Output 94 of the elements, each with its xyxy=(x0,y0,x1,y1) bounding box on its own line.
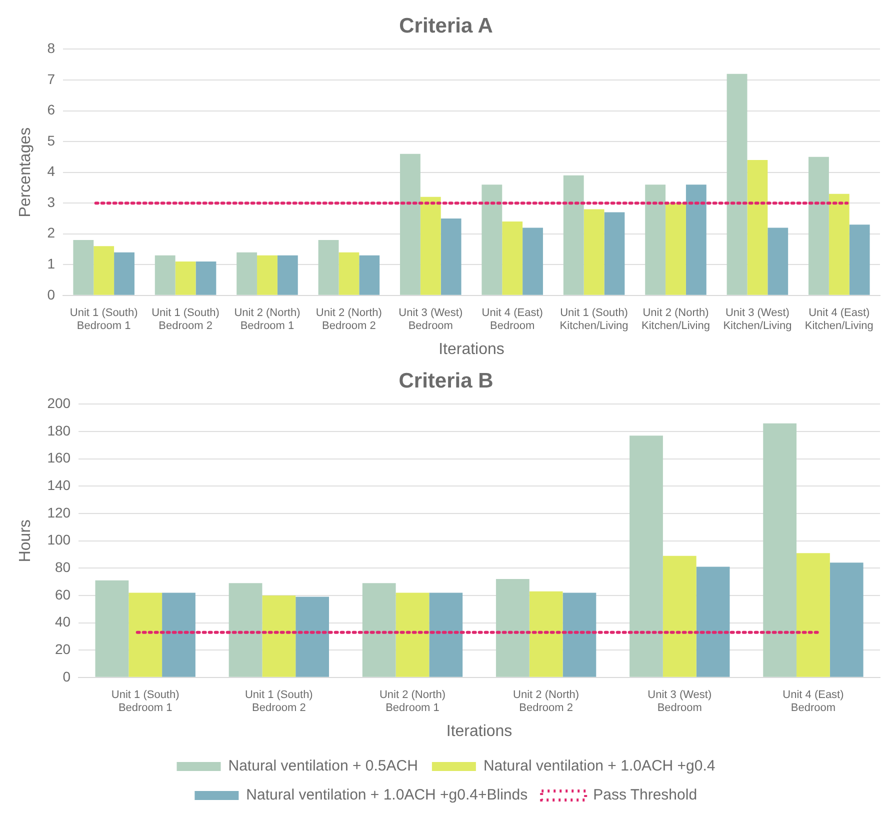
bar xyxy=(696,566,730,677)
bar xyxy=(763,423,797,677)
bar xyxy=(562,592,596,677)
bar xyxy=(175,262,196,295)
bar xyxy=(645,184,666,295)
x-tick-label: Unit 2 (North) Bedroom 1 xyxy=(379,689,446,714)
x-axis-title: Iterations xyxy=(446,722,512,740)
y-tick-label: 3 xyxy=(47,194,56,210)
x-tick-label: Unit 2 (North) Kitchen/Living xyxy=(641,307,710,332)
y-tick-label: 180 xyxy=(47,422,71,438)
bar xyxy=(338,252,360,295)
y-tick-label: 1 xyxy=(47,255,56,272)
bar xyxy=(849,224,870,295)
y-axis-title: Percentages xyxy=(17,127,34,218)
bar xyxy=(502,222,523,295)
bar xyxy=(496,579,530,677)
bar xyxy=(94,246,114,295)
bar xyxy=(726,74,748,295)
bar xyxy=(396,592,430,677)
x-tick-label: Unit 4 (East) Bedroom xyxy=(782,689,844,714)
x-axis-title: Iterations xyxy=(438,340,504,358)
bar xyxy=(114,252,134,295)
x-tick-label: Unit 2 (North) Bedroom 1 xyxy=(234,307,300,332)
bar xyxy=(73,240,94,295)
chart-title: Criteria A xyxy=(399,14,493,38)
bar xyxy=(362,583,396,677)
y-tick-label: 140 xyxy=(47,477,71,494)
bar xyxy=(228,583,262,677)
bar xyxy=(318,240,339,295)
bar xyxy=(429,592,463,677)
x-tick-label: Unit 1 (South) Kitchen/Living xyxy=(560,307,628,332)
legend-label: Natural ventilation + 0.5ACH xyxy=(228,758,418,775)
y-tick-label: 4 xyxy=(47,163,56,180)
bar xyxy=(529,591,563,677)
legend-label: Natural ventilation + 1.0ACH +g0.4 xyxy=(483,758,716,775)
bar xyxy=(482,184,502,295)
bar xyxy=(296,596,330,677)
x-tick-label: Unit 1 (South) Bedroom 2 xyxy=(244,689,313,714)
y-tick-label: 8 xyxy=(47,40,56,56)
y-tick-label: 2 xyxy=(47,224,56,241)
chart-title: Criteria B xyxy=(398,369,494,392)
bar xyxy=(747,160,768,295)
bar xyxy=(522,228,543,295)
y-tick-label: 0 xyxy=(62,668,71,684)
bar xyxy=(95,580,129,677)
y-tick-label: 7 xyxy=(47,70,56,87)
x-tick-label: Unit 3 (West) Kitchen/Living xyxy=(723,307,792,332)
y-tick-label: 200 xyxy=(47,395,71,412)
y-axis-title: Hours xyxy=(17,519,34,562)
bar xyxy=(666,203,686,295)
y-tick-label: 160 xyxy=(47,450,71,466)
bar xyxy=(277,255,298,295)
y-tick-label: 0 xyxy=(47,286,56,302)
x-tick-label: Unit 1 (South) Bedroom 1 xyxy=(111,689,180,714)
y-tick-label: 40 xyxy=(54,614,71,630)
bar xyxy=(584,209,604,295)
bar xyxy=(440,218,462,295)
y-tick-label: 5 xyxy=(47,132,56,148)
bar xyxy=(162,592,196,677)
y-tick-label: 100 xyxy=(47,532,71,548)
x-tick-label: Unit 4 (East) Kitchen/Living xyxy=(804,307,874,332)
bar xyxy=(828,194,850,295)
bar xyxy=(686,184,706,295)
bar xyxy=(796,553,830,677)
x-tick-label: Unit 3 (West) Bedroom xyxy=(648,689,712,714)
bar xyxy=(196,262,216,295)
y-tick-label: 120 xyxy=(47,504,71,520)
bar xyxy=(830,562,864,677)
x-tick-label: Unit 4 (East) Bedroom xyxy=(482,307,543,332)
bar xyxy=(420,196,441,295)
x-tick-label: Unit 3 (West) Bedroom xyxy=(398,307,463,332)
x-tick-label: Unit 1 (South) Bedroom 1 xyxy=(70,307,138,332)
bar xyxy=(154,255,176,295)
bar xyxy=(359,255,380,295)
x-tick-label: Unit 2 (North) Bedroom 2 xyxy=(316,307,382,332)
bar xyxy=(262,595,296,677)
legend-label: Pass Threshold xyxy=(593,786,698,804)
x-tick-label: Unit 2 (North) Bedroom 2 xyxy=(513,689,580,714)
bar xyxy=(400,154,420,295)
y-tick-label: 20 xyxy=(54,640,71,657)
bar xyxy=(604,212,625,295)
bar xyxy=(808,156,829,295)
bar xyxy=(662,556,696,677)
bar xyxy=(630,436,663,677)
y-tick-label: 80 xyxy=(54,558,71,575)
y-tick-label: 60 xyxy=(54,586,71,602)
legend-label: Natural ventilation + 1.0ACH +g0.4+Blinds xyxy=(246,786,528,804)
y-tick-label: 6 xyxy=(47,102,56,118)
bar xyxy=(563,175,584,295)
bar xyxy=(128,592,162,677)
x-tick-label: Unit 1 (South) Bedroom 2 xyxy=(152,307,220,332)
bar xyxy=(257,255,278,295)
bar xyxy=(236,252,258,295)
bar xyxy=(768,228,788,295)
